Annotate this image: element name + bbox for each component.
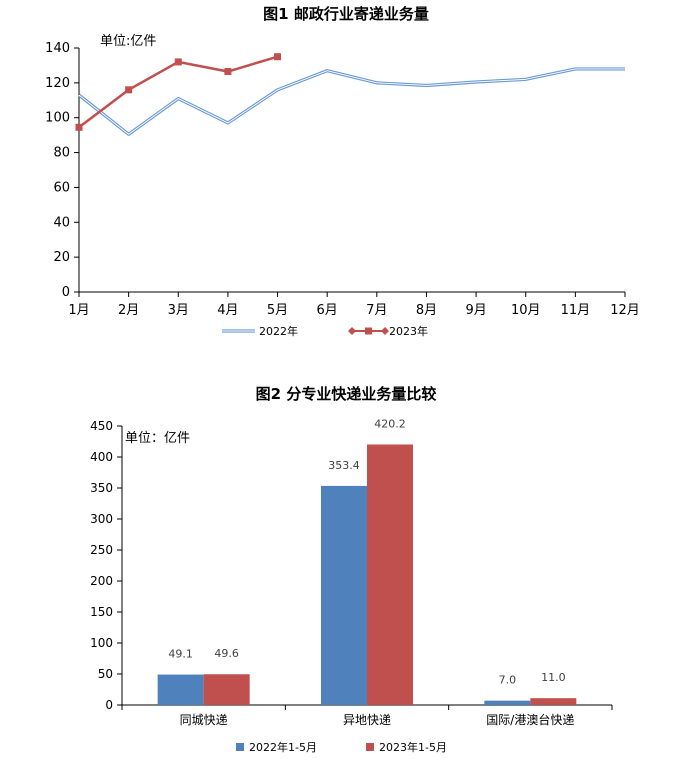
- series-2023-point: [75, 123, 83, 131]
- bar-2022: [321, 485, 367, 705]
- bar-data-label: 353.4: [328, 459, 360, 472]
- legend-2022-label: 2022年1-5月: [249, 740, 317, 754]
- series-2023-point: [274, 53, 282, 61]
- unit-label: 单位:亿件: [100, 34, 156, 49]
- x-tick-label: 5月: [267, 303, 288, 318]
- series-2022-line-inner: [78, 68, 625, 135]
- legend-2023-end-marker: [348, 327, 356, 335]
- bar-data-label: 49.6: [214, 647, 239, 660]
- x-category-label: 国际/港澳台快递: [486, 712, 574, 727]
- chart2-title: 图2 分专业快递业务量比较: [255, 385, 437, 403]
- x-tick-label: 11月: [561, 303, 591, 318]
- x-tick-label: 1月: [68, 303, 89, 318]
- y-tick-label: 100: [45, 111, 70, 126]
- x-tick-label: 9月: [465, 303, 486, 318]
- x-category-label: 异地快递: [343, 713, 391, 727]
- bar-data-label: 420.2: [374, 417, 406, 430]
- chart1-title: 图1 邮政行业寄递业务量: [263, 5, 429, 23]
- series-2023-point: [174, 58, 182, 66]
- x-tick-label: 10月: [511, 303, 541, 318]
- y-tick-label: 0: [105, 698, 113, 712]
- x-tick-label: 7月: [366, 303, 387, 318]
- y-tick-label: 250: [90, 543, 113, 557]
- y-tick-label: 200: [90, 574, 113, 588]
- legend-2023-label: 2023年: [389, 324, 428, 338]
- legend-2022-label: 2022年: [259, 324, 298, 338]
- y-tick-label: 350: [90, 481, 113, 495]
- y-tick-label: 0: [62, 285, 70, 300]
- bar-data-label: 49.1: [168, 648, 193, 661]
- legend-2023-marker: [365, 327, 372, 335]
- y-tick-label: 400: [90, 450, 113, 464]
- y-tick-label: 150: [90, 605, 113, 619]
- line-chart-postal-volume: 0 20 40 60 80 100 120 140 1月 2月 3月 4月 5月 6月 7月 8月 9月 10月 1…: [45, 34, 640, 338]
- y-tick-label: 60: [53, 180, 70, 195]
- legend-2023-label: 2023年1-5月: [379, 740, 447, 754]
- bar-data-label: 7.0: [499, 674, 517, 687]
- y-tick-label: 100: [90, 636, 113, 650]
- y-tick-label: 80: [53, 146, 70, 161]
- bar-2022: [157, 674, 204, 705]
- y-tick-label: 300: [90, 512, 113, 526]
- bar-2023: [367, 444, 413, 705]
- bar-2023: [530, 698, 577, 705]
- y-tick-label: 450: [90, 419, 113, 433]
- series-2023-point: [125, 86, 133, 94]
- x-category-label: 同城快递: [180, 713, 228, 727]
- bar-2022: [484, 700, 531, 705]
- bar-2023: [203, 674, 250, 705]
- x-tick-label: 12月: [610, 303, 640, 318]
- unit-label: 单位：亿件: [125, 431, 190, 446]
- y-tick-label: 50: [98, 667, 113, 681]
- x-tick-label: 2月: [118, 303, 139, 318]
- y-tick-label: 120: [45, 76, 70, 91]
- y-tick-label: 140: [45, 41, 70, 56]
- x-tick-label: 4月: [217, 303, 238, 318]
- legend-2023-swatch: [366, 743, 374, 751]
- legend-2022-swatch: [236, 743, 244, 751]
- x-tick-label: 6月: [317, 303, 338, 318]
- series-2023-point: [224, 68, 232, 76]
- y-tick-label: 40: [53, 215, 70, 230]
- bar-data-label: 11.0: [541, 671, 566, 684]
- legend-2023-end-marker: [381, 327, 389, 335]
- x-tick-label: 8月: [416, 303, 437, 318]
- y-tick-label: 20: [53, 250, 70, 265]
- x-tick-label: 3月: [168, 303, 189, 318]
